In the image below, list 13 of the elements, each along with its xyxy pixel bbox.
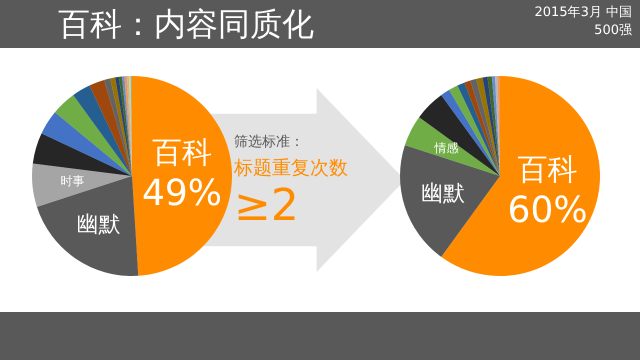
- slice-label: 情感: [434, 140, 459, 155]
- slice-label: 幽默: [420, 181, 465, 206]
- data-label: 49%: [142, 172, 222, 214]
- slice-label: 百科: [518, 152, 578, 188]
- slice-label: 时事: [60, 174, 84, 188]
- chart-title: 百科：内容同质化: [58, 4, 314, 45]
- slice-label: 百科: [152, 136, 212, 171]
- text: 标题重复次数: [234, 156, 348, 181]
- text: ≥2: [234, 180, 299, 231]
- text: 筛选标准：: [234, 133, 304, 151]
- data-label: 60%: [508, 190, 588, 231]
- slice-label: 幽默: [76, 212, 120, 238]
- chart-subtitle: 2015年3月 中国500强: [534, 4, 632, 40]
